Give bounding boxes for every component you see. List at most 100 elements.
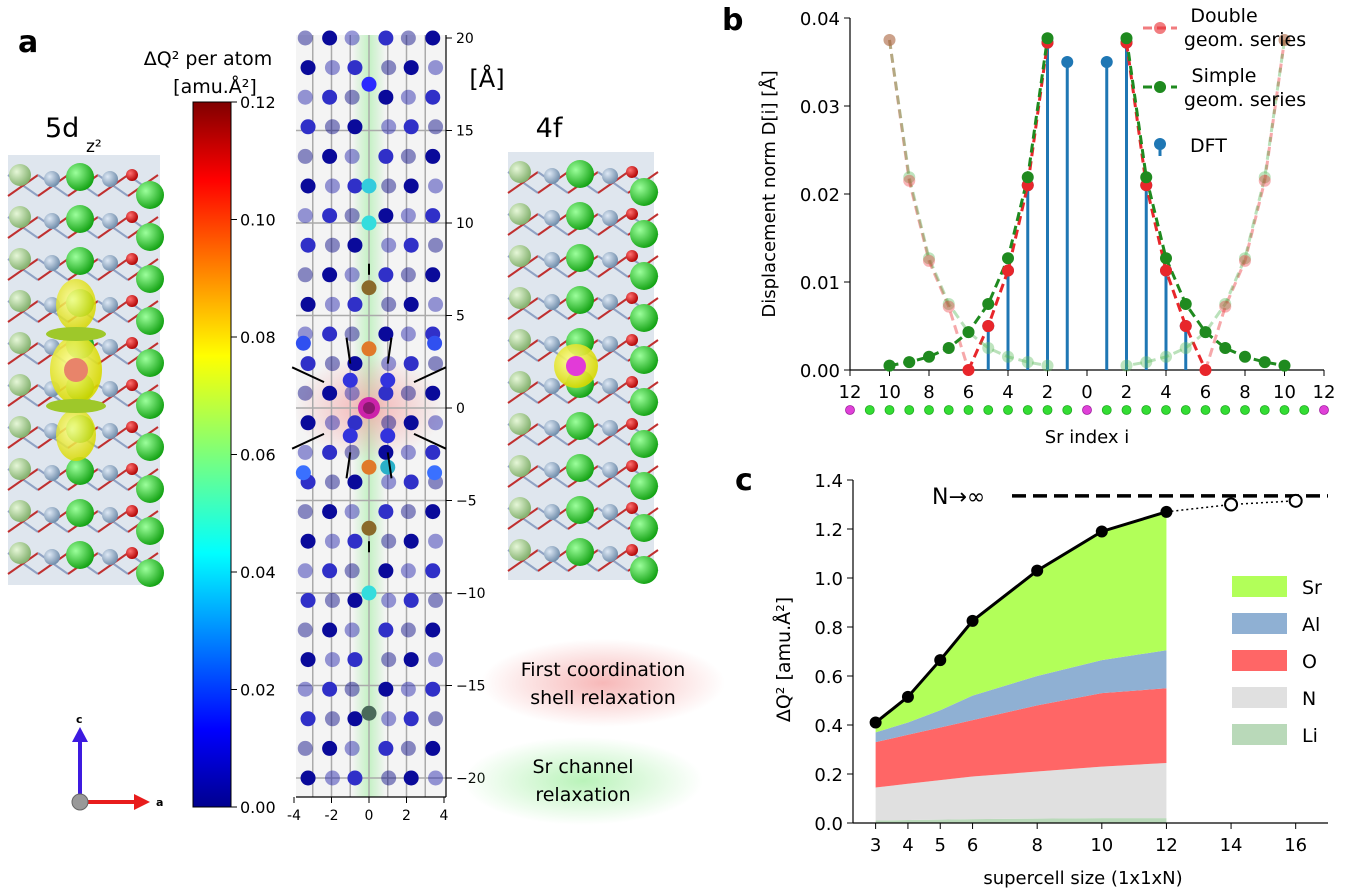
x-tick-label: 10: [878, 382, 901, 403]
lattice-atom: [324, 296, 340, 312]
simple-series-mirror-point: [1120, 359, 1133, 372]
atom-sr: [566, 496, 594, 524]
atom-sr: [630, 304, 658, 332]
lattice-atom: [322, 385, 338, 401]
lattice-atom: [403, 296, 419, 312]
area-al: [875, 650, 1167, 743]
panel-c-chart: 0.0 0.2 0.4 0.6 0.8 1.0 1.2 1.4 3 4 5 6 8 10 12 14 16 sup…: [772, 471, 1328, 889]
lattice-atom: [381, 237, 397, 253]
atom-li: [509, 413, 531, 435]
channel-sr-atom: [361, 459, 377, 475]
x-tick-label: 4: [1002, 382, 1013, 403]
channel-sr-atom: [361, 705, 377, 721]
legend-first-shell-line1: First coordination: [521, 659, 686, 681]
sr-index-marker: [943, 405, 954, 415]
x-tick-label: 4: [440, 808, 449, 824]
x-tick-label: 12: [1155, 835, 1178, 856]
lattice-atom: [400, 563, 416, 579]
lattice-atom: [378, 563, 394, 579]
atom-al: [102, 465, 118, 481]
orbital-density: [46, 399, 106, 413]
atom-li: [9, 206, 31, 228]
simple-series-point: [1278, 359, 1291, 372]
atom-o: [126, 295, 138, 307]
double-series-point: [982, 320, 995, 332]
atom-li: [509, 329, 531, 351]
legend-label: DFT: [1190, 135, 1227, 157]
x-tick-label: 14: [1220, 835, 1243, 856]
crystal-structure-5dz2: [7, 155, 164, 587]
legend-swatch-li: [1232, 724, 1287, 745]
lattice-atom: [300, 178, 316, 194]
x-tick-label: 16: [1284, 835, 1307, 856]
y-tick-label: 0.0: [814, 814, 843, 835]
simple-series-mirror-point: [942, 298, 955, 310]
simple-series-mirror-point: [1002, 350, 1014, 363]
lattice-atom: [297, 148, 313, 164]
atom-al: [544, 546, 560, 562]
atom-al: [602, 546, 618, 562]
simple-series-mirror-faded: [1126, 39, 1286, 368]
lattice-atom: [425, 208, 441, 224]
atom-al: [102, 549, 118, 565]
lattice-atom: [300, 711, 316, 727]
lattice-atom: [425, 622, 441, 638]
atom-sr: [136, 265, 164, 293]
atom-o: [626, 460, 638, 472]
lattice-atom: [400, 267, 416, 283]
y-tick-label: 1.4: [814, 471, 843, 492]
legend-label: Double: [1190, 5, 1257, 27]
atom-sr: [136, 391, 164, 419]
lattice-atom: [428, 119, 444, 135]
atom-al: [102, 255, 118, 271]
simple-series-point: [1160, 252, 1172, 265]
lattice-atom: [347, 533, 363, 549]
sr-index-marker: [1121, 405, 1132, 415]
lattice-atom: [324, 770, 340, 786]
dopant-atom: [64, 358, 88, 382]
y-tick-label: 5: [456, 309, 465, 325]
atom-sr: [136, 223, 164, 251]
lattice-atom: [347, 237, 363, 253]
lattice-atom: [297, 385, 313, 401]
simple-series-point: [942, 342, 955, 354]
simple-series-mirror-faded: [888, 39, 1048, 368]
atom-sr: [630, 346, 658, 374]
atom-al: [544, 336, 560, 352]
legend-double-marker: [1154, 22, 1166, 34]
lattice-atom: [425, 444, 441, 460]
atom-li: [509, 203, 531, 225]
atom-al: [102, 339, 118, 355]
lattice-atom: [347, 415, 363, 431]
y-tick-label: 0.2: [814, 765, 843, 786]
atom-o: [126, 379, 138, 391]
area-n: [875, 762, 1167, 821]
lattice-atom: [400, 89, 416, 105]
lattice-atom: [322, 89, 338, 105]
lattice-atom: [344, 326, 360, 342]
lattice-atom: [344, 444, 360, 460]
atom-li: [509, 161, 531, 183]
atom-sr: [566, 160, 594, 188]
x-tick-label: 0: [365, 808, 374, 824]
x-tick-label: 4: [1160, 382, 1171, 403]
lattice-atom: [378, 30, 394, 46]
atom-o: [626, 334, 638, 346]
lattice-atom: [425, 681, 441, 697]
atom-al: [602, 504, 618, 520]
lattice-atom: [324, 652, 340, 668]
atom-o: [126, 211, 138, 223]
simple-series-point: [1120, 32, 1133, 45]
atom-o: [126, 253, 138, 265]
atom-li: [509, 245, 531, 267]
lattice-atom: [300, 770, 316, 786]
lattice-atom: [428, 592, 444, 608]
simple-series-mirror-point: [1140, 356, 1153, 369]
y-axis-label: Displacement norm D[i] [Å]: [758, 70, 780, 317]
dopant-site-core: [363, 402, 375, 414]
legend-label: Simple: [1192, 65, 1257, 87]
lattice-atom: [381, 533, 397, 549]
y-tick-label: 0.02: [800, 185, 840, 206]
lattice-atom: [347, 60, 363, 76]
lattice-atom: [344, 385, 360, 401]
